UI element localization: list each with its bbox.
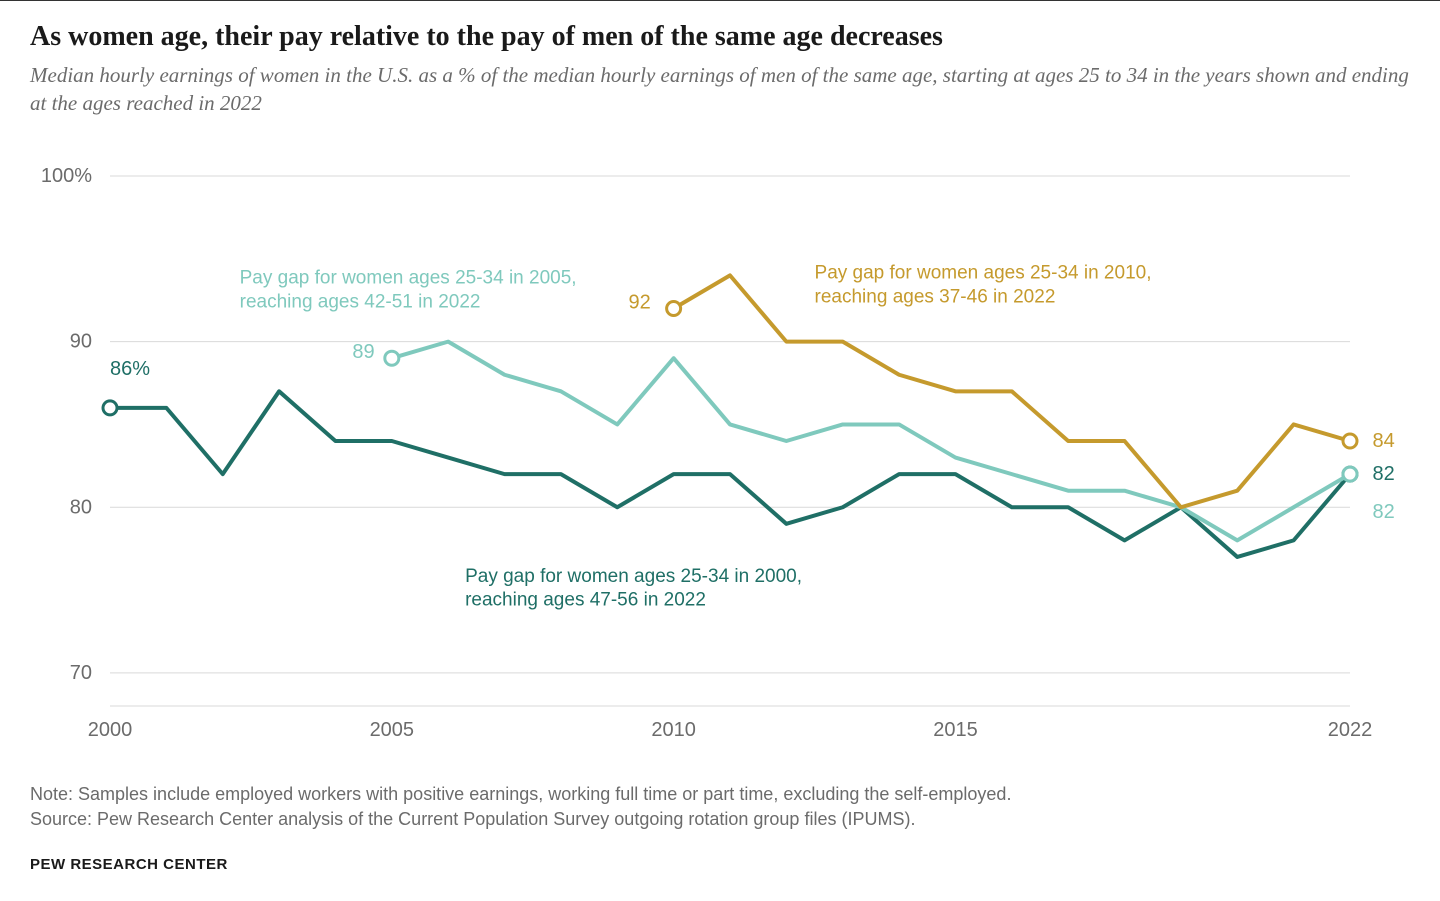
- note-line: Note: Samples include employed workers w…: [30, 782, 1410, 806]
- series-label-cohort2000: reaching ages 47-56 in 2022: [465, 590, 706, 611]
- svg-text:90: 90: [70, 331, 92, 353]
- series-line-cohort2005: [392, 342, 1350, 541]
- end-value-cohort2000: 82: [1373, 463, 1395, 485]
- start-value-cohort2010: 92: [629, 292, 651, 314]
- source-line: Source: Pew Research Center analysis of …: [30, 807, 1410, 831]
- end-value-cohort2010: 84: [1373, 430, 1395, 452]
- svg-text:100%: 100%: [41, 166, 92, 187]
- series-label-cohort2005: Pay gap for women ages 25-34 in 2005,: [240, 268, 577, 289]
- end-marker-cohort2010: [1343, 434, 1357, 448]
- end-value-cohort2005: 82: [1373, 501, 1395, 523]
- chart-container: As women age, their pay relative to the …: [0, 0, 1440, 901]
- attribution: PEW RESEARCH CENTER: [30, 856, 228, 873]
- series-label-cohort2010: Pay gap for women ages 25-34 in 2010,: [815, 263, 1152, 284]
- start-marker-cohort2000: [103, 401, 117, 415]
- chart-footnote: Note: Samples include employed workers w…: [30, 782, 1410, 831]
- svg-text:2022: 2022: [1328, 719, 1373, 741]
- svg-text:2015: 2015: [933, 719, 978, 741]
- svg-text:2000: 2000: [88, 719, 133, 741]
- start-marker-cohort2005: [385, 351, 399, 365]
- series-label-cohort2010: reaching ages 37-46 in 2022: [815, 286, 1056, 307]
- series-label-cohort2000: Pay gap for women ages 25-34 in 2000,: [465, 566, 802, 587]
- end-marker-cohort2005: [1343, 467, 1357, 481]
- chart-subtitle: Median hourly earnings of women in the U…: [0, 61, 1440, 118]
- series-label-cohort2005: reaching ages 42-51 in 2022: [240, 291, 481, 312]
- series-line-cohort2000: [110, 391, 1350, 557]
- chart-svg: 70 80 90 100% 2000 2005 2010 2015 2022 86% 82 Pay g…: [30, 166, 1410, 756]
- svg-text:2010: 2010: [651, 719, 696, 741]
- svg-text:2005: 2005: [370, 719, 415, 741]
- start-value-cohort2000: 86%: [110, 358, 150, 380]
- svg-text:70: 70: [70, 662, 92, 684]
- chart-title: As women age, their pay relative to the …: [0, 1, 1440, 61]
- chart-plot-area: 70 80 90 100% 2000 2005 2010 2015 2022 86% 82 Pay g…: [30, 166, 1410, 756]
- start-value-cohort2005: 89: [352, 341, 374, 363]
- svg-text:80: 80: [70, 496, 92, 518]
- start-marker-cohort2010: [667, 302, 681, 316]
